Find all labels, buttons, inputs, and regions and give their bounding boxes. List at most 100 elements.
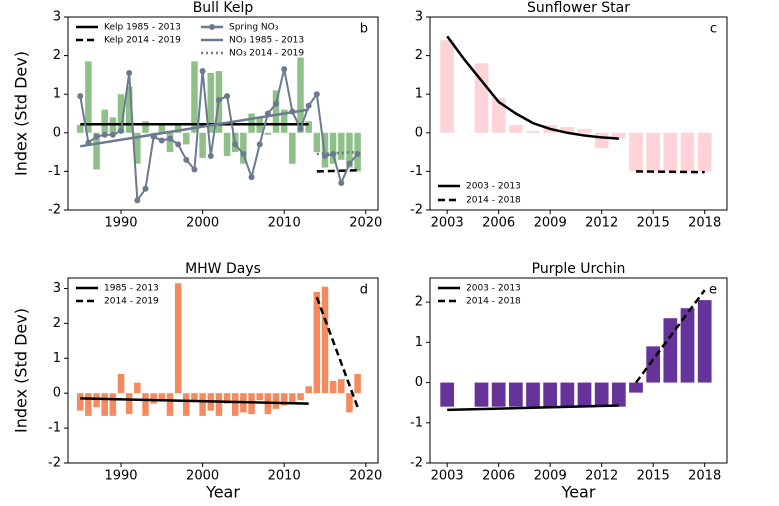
- bar: [142, 121, 149, 133]
- point: [134, 197, 141, 204]
- bar: [491, 382, 506, 407]
- legend-label: 2003 - 2013: [466, 284, 521, 294]
- x-tick-label: 2009: [534, 216, 567, 231]
- x-tick-label: 2015: [637, 216, 670, 231]
- bar: [346, 393, 353, 413]
- bar: [338, 132, 345, 160]
- line: [315, 296, 359, 408]
- bar: [697, 132, 712, 172]
- point: [346, 160, 353, 167]
- bar: [313, 291, 321, 394]
- legend-label: Kelp 2014 - 2019: [104, 36, 181, 46]
- y-tick-label: 3: [53, 281, 61, 296]
- bar: [166, 393, 174, 416]
- panel-title: Bull Kelp: [193, 0, 254, 16]
- bar: [240, 132, 247, 164]
- point: [297, 125, 304, 132]
- panel-label: e: [709, 283, 717, 298]
- bar: [491, 98, 506, 133]
- x-tick-label: 2009: [534, 469, 567, 484]
- bar: [150, 393, 157, 404]
- y-tick-label: 0: [53, 125, 61, 140]
- y-tick-label: 1: [53, 351, 61, 366]
- y-tick-label: 1: [415, 335, 423, 350]
- line: [635, 289, 706, 384]
- bar: [594, 132, 609, 149]
- bar: [183, 393, 190, 416]
- bar: [76, 393, 84, 411]
- bar: [125, 86, 133, 133]
- bar: [142, 393, 149, 416]
- bar: [305, 121, 312, 133]
- x-tick-label: 1990: [104, 469, 137, 484]
- point: [224, 93, 231, 100]
- legend-label: 2014 - 2018: [466, 196, 521, 206]
- panel: Bull Kelp Index (Std Dev) -2 -1 0 1 2 3 1990 2000…: [12, 0, 383, 231]
- bar: [134, 382, 141, 394]
- point: [158, 137, 165, 144]
- line: [316, 168, 358, 173]
- y-tick-label: 3: [415, 10, 423, 25]
- bar: [174, 125, 182, 133]
- point: [118, 127, 125, 134]
- bar: [183, 132, 190, 145]
- bar: [117, 373, 125, 394]
- bar: [663, 318, 678, 383]
- bar: [577, 128, 592, 133]
- y-tick-label: -2: [410, 203, 423, 218]
- y-tick-label: 2: [53, 316, 61, 331]
- y-tick-label: -1: [410, 164, 423, 179]
- bar: [611, 132, 626, 139]
- bar: [223, 132, 231, 156]
- y-tick-label: -2: [410, 456, 423, 471]
- point: [126, 69, 133, 76]
- point: [232, 141, 239, 148]
- bar: [543, 382, 558, 407]
- point: [77, 93, 84, 100]
- y-tick-label: 1: [53, 87, 61, 102]
- bar: [231, 393, 239, 416]
- line: [80, 108, 309, 148]
- plot-frame: [67, 277, 379, 464]
- y-tick-label: 2: [415, 48, 423, 63]
- panel-title: Sunflower Star: [527, 0, 630, 16]
- bar: [256, 393, 263, 401]
- y-tick-label: -1: [410, 415, 423, 430]
- bar: [313, 132, 321, 153]
- point: [166, 135, 173, 142]
- bar: [264, 132, 272, 135]
- point: [142, 185, 149, 192]
- bar: [297, 57, 304, 133]
- bar: [474, 63, 489, 133]
- y-tick-label: -2: [48, 203, 61, 218]
- panel-label: b: [360, 22, 368, 37]
- bar: [191, 393, 198, 401]
- panel-title: MHW Days: [185, 261, 261, 277]
- plot-frame: [429, 277, 728, 464]
- bar: [338, 379, 345, 394]
- bar: [109, 393, 117, 416]
- bar: [346, 132, 353, 168]
- bar: [440, 40, 455, 133]
- panel: MHW Days Index (Std Dev) Year -2 -1 0 1 2 3 1990 2…: [12, 261, 383, 502]
- point: [207, 152, 214, 159]
- bar: [329, 132, 337, 164]
- bar: [280, 109, 288, 133]
- bar: [611, 382, 626, 407]
- x-tick-label: 2015: [637, 469, 670, 484]
- bar: [76, 125, 84, 133]
- bar: [85, 61, 92, 133]
- bar: [223, 393, 231, 404]
- bar: [93, 393, 100, 408]
- bar: [508, 125, 523, 133]
- point: [109, 131, 116, 138]
- x-tick-label: 2006: [482, 469, 515, 484]
- bar: [629, 382, 643, 393]
- bar: [646, 132, 661, 172]
- y-tick-label: 2: [415, 295, 423, 310]
- bar: [166, 132, 174, 153]
- bar: [354, 373, 361, 394]
- x-tick-label: 2000: [186, 216, 219, 231]
- panel: Sunflower Star -2 -1 0 1 2 3 2003 2006 2009 2012 20…: [410, 0, 728, 231]
